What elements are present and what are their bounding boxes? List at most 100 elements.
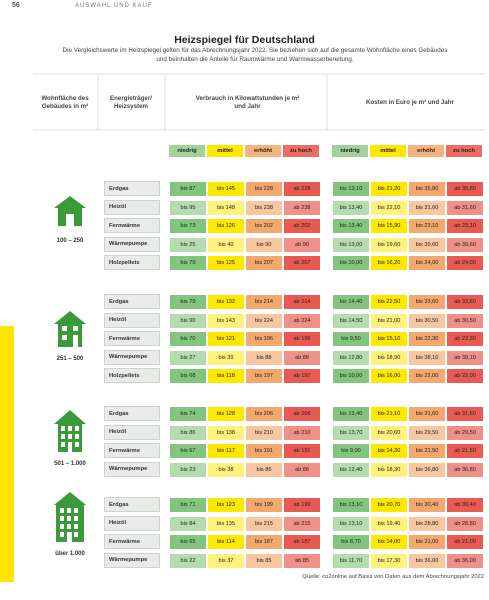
cost-cell: bis 22,00	[408, 368, 446, 385]
consumption-cell: bis 84	[169, 515, 207, 532]
cost-cell: bis 16,20	[370, 255, 408, 272]
consumption-cell: ab 196	[283, 331, 321, 348]
cost-cell: bis 14,00	[370, 534, 408, 551]
consumption-cell: bis 135	[207, 515, 245, 532]
consumption-cell: bis 86	[245, 461, 283, 478]
cost-cell: bis 16,00	[370, 368, 408, 385]
consumption-cell: bis 79	[169, 294, 207, 310]
energy-label: Wärmepumpe	[104, 349, 160, 365]
consumption-cell: bis 207	[245, 255, 283, 272]
house-icon	[54, 410, 86, 452]
consumption-cell: bis 206	[245, 406, 283, 422]
consumption-cell: bis 123	[207, 497, 245, 513]
consumption-cell: bis 23	[169, 461, 207, 478]
consumption-cell: bis 191	[245, 443, 283, 460]
energy-label: Wärmepumpe	[104, 552, 160, 568]
consumption-cell: bis 228	[245, 181, 283, 197]
consumption-cell: ab 85	[283, 552, 321, 569]
cost-cell: bis 30,50	[408, 312, 446, 329]
consumption-cell: bis 71	[169, 497, 207, 513]
consumption-cell: bis 90	[169, 312, 207, 329]
consumption-cell: bis 202	[245, 218, 283, 235]
consumption-cell: ab 86	[283, 461, 321, 478]
consumption-cell: bis 90	[245, 236, 283, 253]
energy-label: Erdgas	[104, 497, 160, 512]
source: Quelle: co2online auf Basis von Daten au…	[302, 574, 484, 580]
consumption-cell: ab 191	[283, 443, 321, 460]
consumption-cell: bis 114	[207, 534, 245, 551]
house-icon	[54, 196, 86, 226]
consumption-cell: bis 215	[245, 515, 283, 532]
consumption-cell: ab 202	[283, 218, 321, 235]
page-number: 56	[12, 2, 20, 9]
consumption-cell: bis 196	[245, 331, 283, 348]
consumption-cell: bis 210	[245, 424, 283, 441]
cost-cell: bis 38,10	[408, 349, 446, 366]
consumption-cell: ab 197	[283, 368, 321, 385]
cost-cell: bis 19,60	[370, 236, 408, 253]
consumption-cell: bis 95	[169, 199, 207, 216]
consumption-cell: bis 224	[245, 312, 283, 329]
energy-label: Holzpellets	[104, 255, 160, 271]
side-bar	[0, 326, 14, 582]
cost-cell: bis 36,00	[408, 552, 446, 569]
consumption-cell: bis 22	[169, 552, 207, 569]
level-header: niedrig	[332, 145, 368, 157]
consumption-cell: bis 88	[245, 349, 283, 366]
consumption-cell: ab 238	[283, 199, 321, 216]
cost-cell: bis 9,00	[332, 443, 370, 460]
consumption-cell: bis 74	[169, 406, 207, 422]
column-header: Wohnfläche des Gebäudes in m²	[41, 95, 89, 110]
consumption-cell: bis 86	[169, 424, 207, 441]
cost-cell: ab 23,10	[446, 218, 484, 235]
cost-cell: ab 30,50	[446, 312, 484, 329]
consumption-cell: bis 79	[169, 255, 207, 272]
cost-cell: bis 22,10	[370, 199, 408, 216]
cost-cell: bis 12,40	[332, 461, 370, 478]
consumption-cell: bis 70	[169, 331, 207, 348]
consumption-cell: bis 117	[207, 443, 245, 460]
cost-cell: bis 13,40	[332, 406, 370, 422]
cost-cell: bis 36,80	[408, 461, 446, 478]
consumption-cell: bis 214	[245, 294, 283, 310]
energy-label: Fernwärme	[104, 331, 160, 347]
consumption-cell: bis 238	[245, 199, 283, 216]
area-label: über 1.000	[55, 551, 85, 557]
subtitle: Die Vergleichswerte im Heizspiegel gelte…	[62, 47, 448, 63]
cost-cell: bis 22,30	[408, 331, 446, 348]
cost-cell: bis 31,60	[408, 199, 446, 216]
section-title: AUSWAHL UND KAUF	[75, 3, 153, 9]
energy-label: Erdgas	[104, 181, 160, 196]
consumption-cell: ab 206	[283, 406, 321, 422]
energy-label: Fernwärme	[104, 534, 160, 550]
cost-cell: bis 21,20	[370, 181, 408, 197]
consumption-cell: bis 125	[207, 255, 245, 272]
cost-cell: ab 24,00	[446, 255, 484, 272]
energy-label: Erdgas	[104, 294, 160, 309]
cost-cell: bis 13,00	[332, 236, 370, 253]
cost-cell: bis 13,40	[332, 199, 370, 216]
area-label: 100 – 250	[56, 238, 84, 244]
cost-cell: bis 39,60	[408, 236, 446, 253]
column-header: Energieträger/ Heizsystem	[110, 95, 152, 110]
consumption-cell: ab 199	[283, 497, 321, 513]
cost-cell: bis 23,10	[408, 218, 446, 235]
level-header: niedrig	[169, 145, 205, 157]
cost-cell: ab 22,30	[446, 331, 484, 348]
cost-cell: ab 28,80	[446, 515, 484, 532]
cost-cell: bis 14,40	[332, 294, 370, 310]
level-header: mittel	[370, 145, 406, 157]
house-icon	[54, 492, 86, 542]
consumption-cell: bis 145	[207, 181, 245, 197]
cost-cell: bis 13,70	[332, 424, 370, 441]
cost-cell: ab 38,10	[446, 349, 484, 366]
cost-cell: ab 35,80	[446, 181, 484, 197]
energy-label: Heizöl	[104, 424, 160, 440]
energy-label: Erdgas	[104, 406, 160, 421]
consumption-cell: ab 207	[283, 255, 321, 272]
area-label: 251 – 500	[56, 356, 84, 362]
cost-cell: bis 11,70	[332, 552, 370, 569]
cost-cell: bis 18,90	[370, 349, 408, 366]
consumption-cell: bis 25	[169, 236, 207, 253]
consumption-cell: bis 132	[207, 294, 245, 310]
